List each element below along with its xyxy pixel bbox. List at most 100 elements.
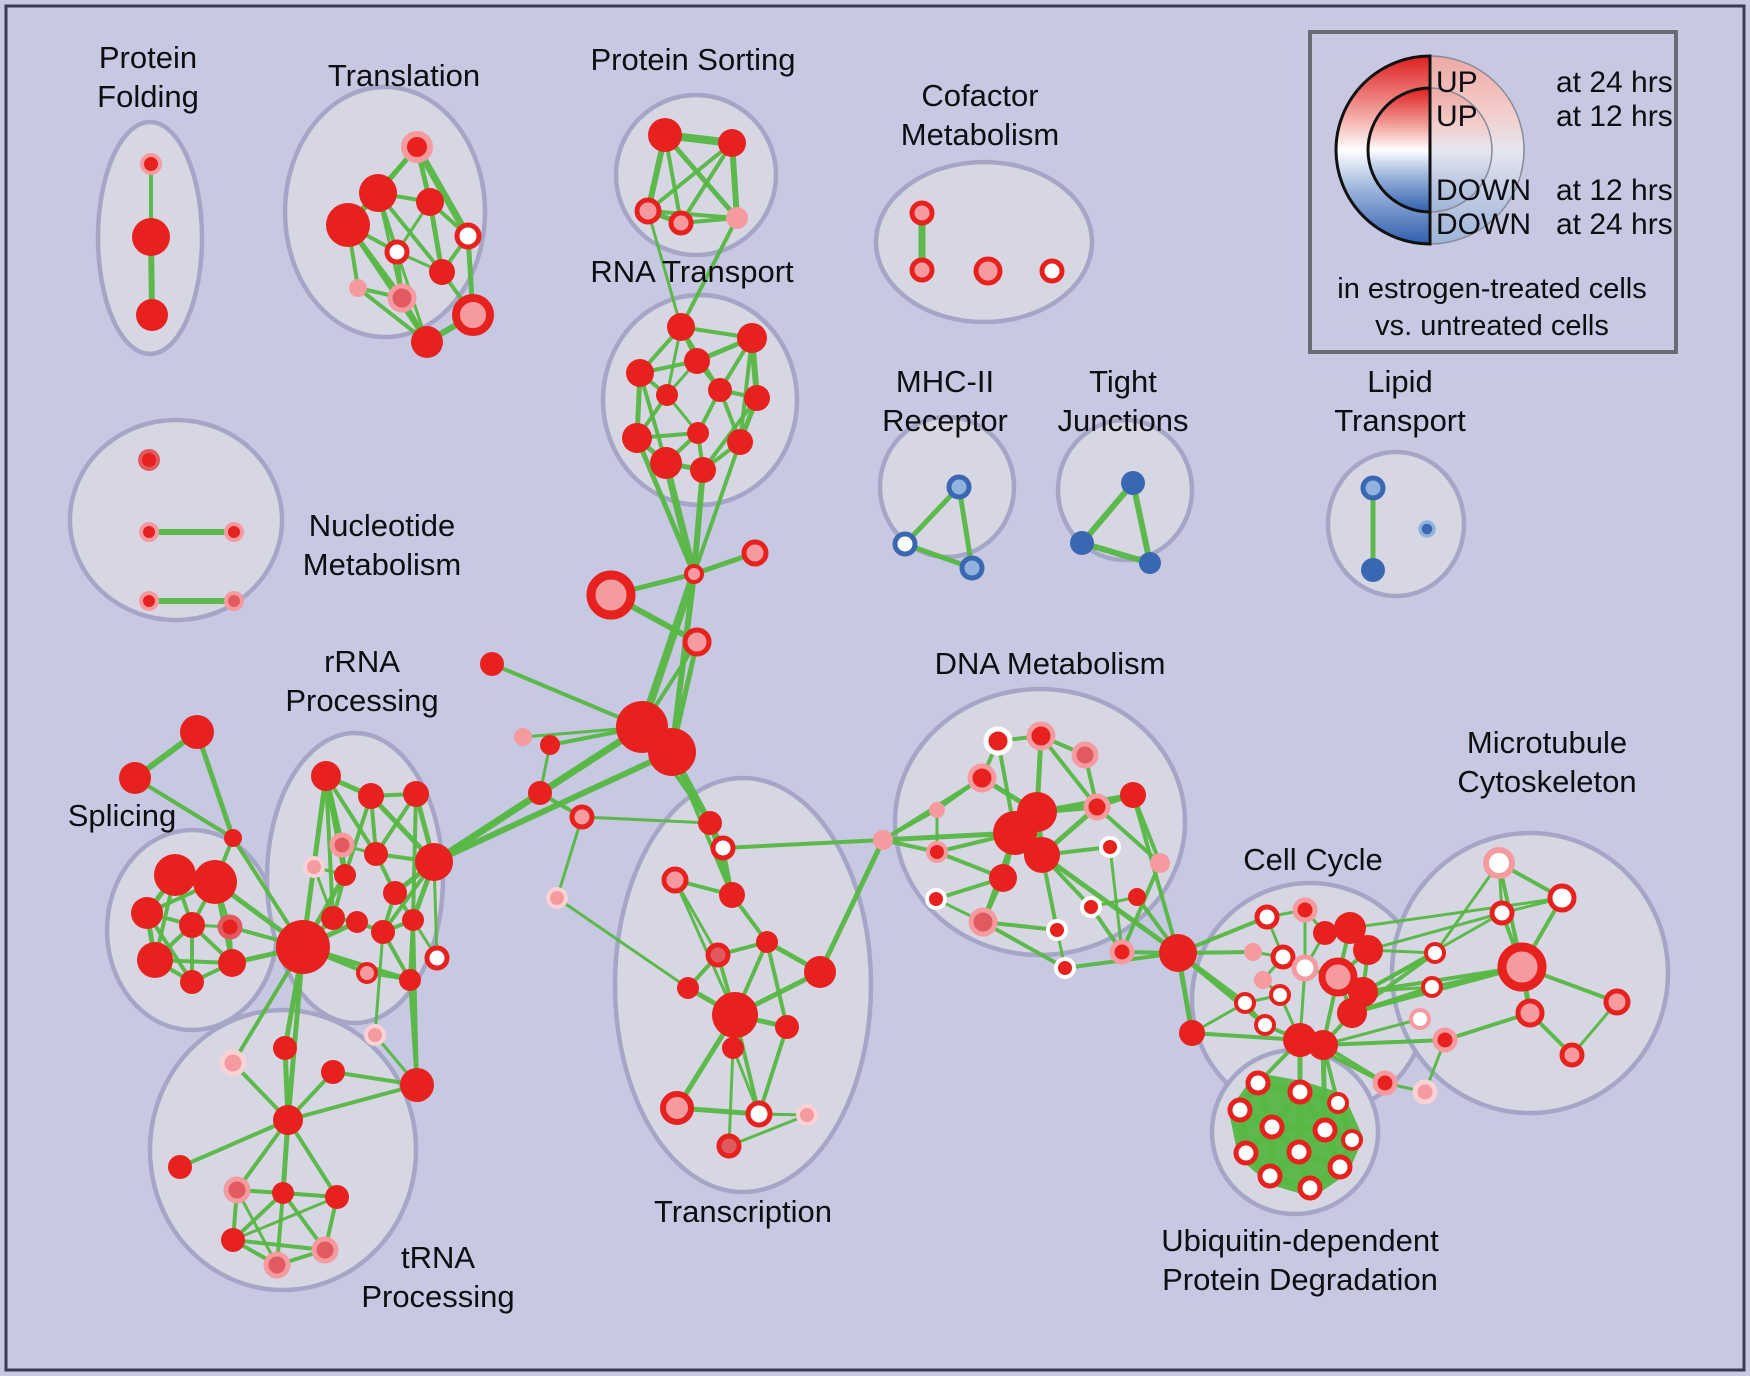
cluster-label-cell-cycle: Cell Cycle — [1243, 842, 1383, 877]
node-U10 — [1257, 1163, 1283, 1189]
node-RR7 — [334, 864, 356, 886]
edge-TR6-TR11 — [235, 1188, 279, 1267]
node-RR8 — [415, 843, 453, 881]
edge-G2-G3 — [133, 776, 235, 840]
node-TR2 — [273, 1036, 297, 1060]
node-RR17 — [399, 969, 421, 991]
node-T1 — [401, 131, 433, 163]
edge-CC4-MT2 — [1348, 896, 1564, 930]
node-SP3 — [131, 897, 163, 929]
node-D22 — [1159, 934, 1197, 972]
node-S4 — [668, 210, 694, 236]
node-RR12 — [371, 920, 395, 944]
node-SP5 — [217, 914, 243, 940]
figure-frame — [4, 4, 1746, 1372]
nodes-layer — [119, 118, 1631, 1279]
cluster-label-rna-transport: RNA Transport — [590, 254, 794, 289]
cluster-label-dna-metabolism: DNA Metabolism — [935, 646, 1166, 681]
cluster-labels-layer: Protein Folding Translation Protein Sorting… — [68, 40, 1637, 1314]
cluster-label-rrna-processing: rRNA Processing — [285, 644, 438, 718]
node-TC7 — [677, 977, 699, 999]
edge-TR4-TR8 — [286, 1118, 339, 1199]
node-LP1 — [1360, 475, 1386, 501]
node-CC19 — [1421, 976, 1443, 998]
node-TC15 — [716, 1133, 742, 1159]
node-C2 — [909, 257, 935, 283]
edge-TC8-D0 — [817, 837, 886, 975]
node-G3 — [224, 829, 242, 847]
node-N2 — [139, 522, 159, 542]
node-MT2 — [1547, 883, 1577, 913]
legend-direction-label-1: UP — [1436, 100, 1478, 133]
node-F2 — [132, 218, 170, 256]
edge-CC20-CC17 — [1321, 1017, 1422, 1047]
node-TC14 — [796, 1104, 818, 1126]
node-TR6 — [223, 1176, 251, 1204]
node-D15 — [925, 888, 947, 910]
node-D14 — [1150, 853, 1170, 873]
node-L3 — [569, 804, 595, 830]
edge-D23-CC16 — [1190, 1031, 1302, 1042]
node-D8 — [1017, 792, 1057, 832]
edge-D13-D20 — [1108, 845, 1124, 954]
node-T5 — [454, 222, 482, 250]
edge-CC17-CC21 — [1321, 1038, 1447, 1047]
node-RR10 — [321, 906, 345, 930]
edge-L3-TC1 — [580, 815, 712, 825]
node-T8 — [349, 279, 367, 297]
node-CC9 — [1318, 957, 1358, 997]
node-R11 — [650, 447, 682, 479]
node-TR11 — [263, 1251, 291, 1279]
node-MT6 — [1515, 998, 1545, 1028]
node-D16 — [968, 907, 998, 937]
edge-R11-M1 — [662, 459, 698, 578]
node-X2 — [364, 1024, 386, 1046]
node-T3 — [326, 203, 370, 247]
cluster-label-splicing: Splicing — [68, 798, 177, 833]
edge-M1-M5 — [638, 570, 698, 731]
node-TC13 — [745, 1100, 773, 1128]
node-R4 — [626, 359, 654, 387]
cluster-label-nucleotide-metabolism: Nucleotide Metabolism — [303, 508, 462, 582]
node-N3 — [224, 522, 244, 542]
cluster-label-mhc-ii-receptor: MHC-II Receptor — [882, 364, 1008, 438]
edge-R10-M1 — [692, 440, 742, 576]
node-R10 — [727, 429, 753, 455]
node-CC11 — [1269, 984, 1291, 1006]
node-U2 — [1287, 1079, 1313, 1105]
edge-R12-M1 — [691, 467, 706, 577]
legend-time-label-3: at 24 hrs — [1556, 208, 1673, 241]
node-TR8 — [325, 1185, 349, 1209]
node-MH1 — [946, 474, 972, 500]
node-MH3 — [959, 555, 985, 581]
node-T4 — [416, 188, 444, 216]
node-RR9 — [383, 881, 407, 905]
node-R1 — [667, 313, 695, 341]
node-U11 — [1297, 1175, 1323, 1201]
node-SP6 — [137, 942, 173, 978]
edge-S3-S5 — [646, 209, 739, 220]
node-D10 — [989, 864, 1017, 892]
edge-R8-M1 — [634, 435, 697, 577]
node-D13 — [1099, 836, 1121, 858]
node-M1 — [684, 564, 704, 584]
edge-CC18-MT1 — [1433, 861, 1501, 955]
node-D19 — [1046, 919, 1068, 941]
legend-note-line-1: vs. untreated cells — [1375, 310, 1609, 342]
node-CC1 — [1254, 904, 1280, 930]
edge-TC10-TC13 — [757, 1025, 789, 1116]
node-TR1 — [219, 1049, 247, 1077]
node-TC8 — [804, 956, 836, 988]
node-R5 — [708, 378, 732, 402]
node-C1 — [909, 200, 935, 226]
node-G2 — [119, 762, 151, 794]
node-S5 — [726, 207, 748, 229]
node-TJ3 — [1139, 552, 1161, 574]
edge-D2-D11 — [1039, 734, 1099, 809]
node-TC12 — [660, 1091, 694, 1125]
node-T11 — [411, 326, 443, 358]
node-TJ2 — [1070, 531, 1094, 555]
node-TR9 — [221, 1228, 245, 1252]
edge-M6-RR8 — [431, 749, 675, 865]
